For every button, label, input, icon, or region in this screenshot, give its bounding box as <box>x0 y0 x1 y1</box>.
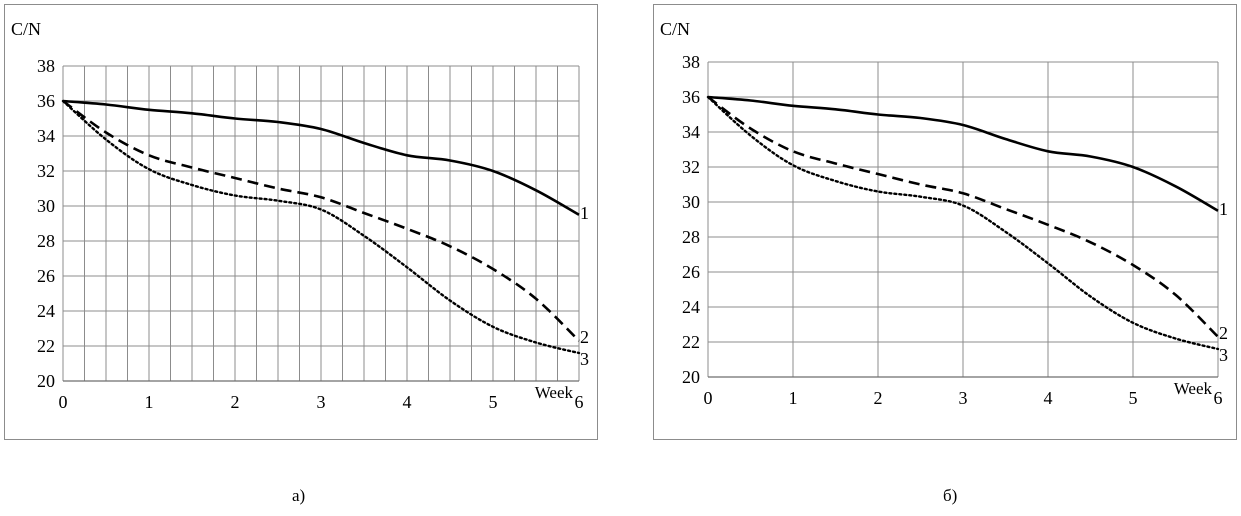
chart-1-y-tick-label: 36 <box>682 87 700 107</box>
chart-0-series-2-line <box>62 99 580 342</box>
chart-1-y-axis-label: C/N <box>660 19 690 39</box>
chart-1-y-tick-label: 26 <box>682 262 700 282</box>
chart-0-x-tick-label: 3 <box>317 392 326 412</box>
caption-b: б) <box>943 486 958 505</box>
chart-1-x-axis-label: Week <box>1174 379 1213 398</box>
chart-1-series-2-label: 2 <box>1219 323 1228 343</box>
chart-0-x-tick-label: 6 <box>575 392 584 412</box>
chart-1-x-tick-label: 1 <box>789 388 798 408</box>
chart-0-y-tick-label: 30 <box>37 196 55 216</box>
chart-1-series-1-line <box>707 95 1219 212</box>
chart-0-series-2-label: 2 <box>580 327 589 347</box>
chart-1-y-tick-label: 34 <box>682 122 700 142</box>
chart-0-x-tick-label: 2 <box>231 392 240 412</box>
chart-0-x-tick-label: 5 <box>489 392 498 412</box>
chart-1-y-tick-label: 30 <box>682 192 700 212</box>
chart-1-y-tick-label: 38 <box>682 52 700 72</box>
chart-0-y-tick-label: 36 <box>37 91 55 111</box>
chart-1-y-tick-label: 28 <box>682 227 700 247</box>
chart-1-x-tick-label: 2 <box>874 388 883 408</box>
chart-0-series-1-line <box>62 99 580 216</box>
caption-a: а) <box>292 486 306 505</box>
chart-1-x-tick-label: 5 <box>1129 388 1138 408</box>
chart-0-y-tick-label: 32 <box>37 161 55 181</box>
chart-1-x-tick-label: 4 <box>1044 388 1053 408</box>
chart-0-y-tick-label: 34 <box>37 126 55 146</box>
chart-0-y-axis-label: C/N <box>11 19 41 39</box>
chart-1-series-3-label: 3 <box>1219 345 1228 365</box>
chart-1-y-tick-label: 22 <box>682 332 700 352</box>
chart-0-y-tick-label: 28 <box>37 231 55 251</box>
chart-1-x-tick-label: 3 <box>959 388 968 408</box>
chart-0-x-axis-label: Week <box>535 383 574 402</box>
chart-1-x-tick-label: 6 <box>1214 388 1223 408</box>
chart-1-grid <box>707 61 1219 378</box>
chart-1-series-1-label: 1 <box>1219 199 1228 219</box>
chart-0-x-tick-label: 4 <box>403 392 412 412</box>
chart-0-y-tick-label: 38 <box>37 56 55 76</box>
chart-0-y-tick-label: 26 <box>37 266 55 286</box>
chart-0-y-tick-label: 20 <box>37 371 55 391</box>
chart-1-y-tick-label: 20 <box>682 367 700 387</box>
chart-0-series-3-label: 3 <box>580 349 589 369</box>
chart-1-series-3-line <box>706 95 1220 351</box>
chart-1-x-tick-label: 0 <box>704 388 713 408</box>
chart-0-grid <box>62 65 580 382</box>
chart-1-series-2-line <box>707 95 1219 338</box>
chart-panel-a: 20 22 24 26 28 30 32 34 36 38 0 1 2 3 4 5 6 C/N Week 1 2 3 <box>4 4 598 440</box>
chart-1-y-tick-label: 24 <box>682 297 700 317</box>
chart-0-y-tick-label: 24 <box>37 301 55 321</box>
chart-0-x-tick-label: 1 <box>145 392 154 412</box>
chart-panel-b: 20 22 24 26 28 30 32 34 36 38 0 1 2 3 4 5 6 C/N Week 1 2 3 <box>653 4 1237 440</box>
chart-0-y-tick-label: 22 <box>37 336 55 356</box>
chart-1-y-tick-label: 32 <box>682 157 700 177</box>
chart-0-x-tick-label: 0 <box>59 392 68 412</box>
chart-0-series-3-line <box>61 99 581 355</box>
chart-0-series-1-label: 1 <box>580 203 589 223</box>
